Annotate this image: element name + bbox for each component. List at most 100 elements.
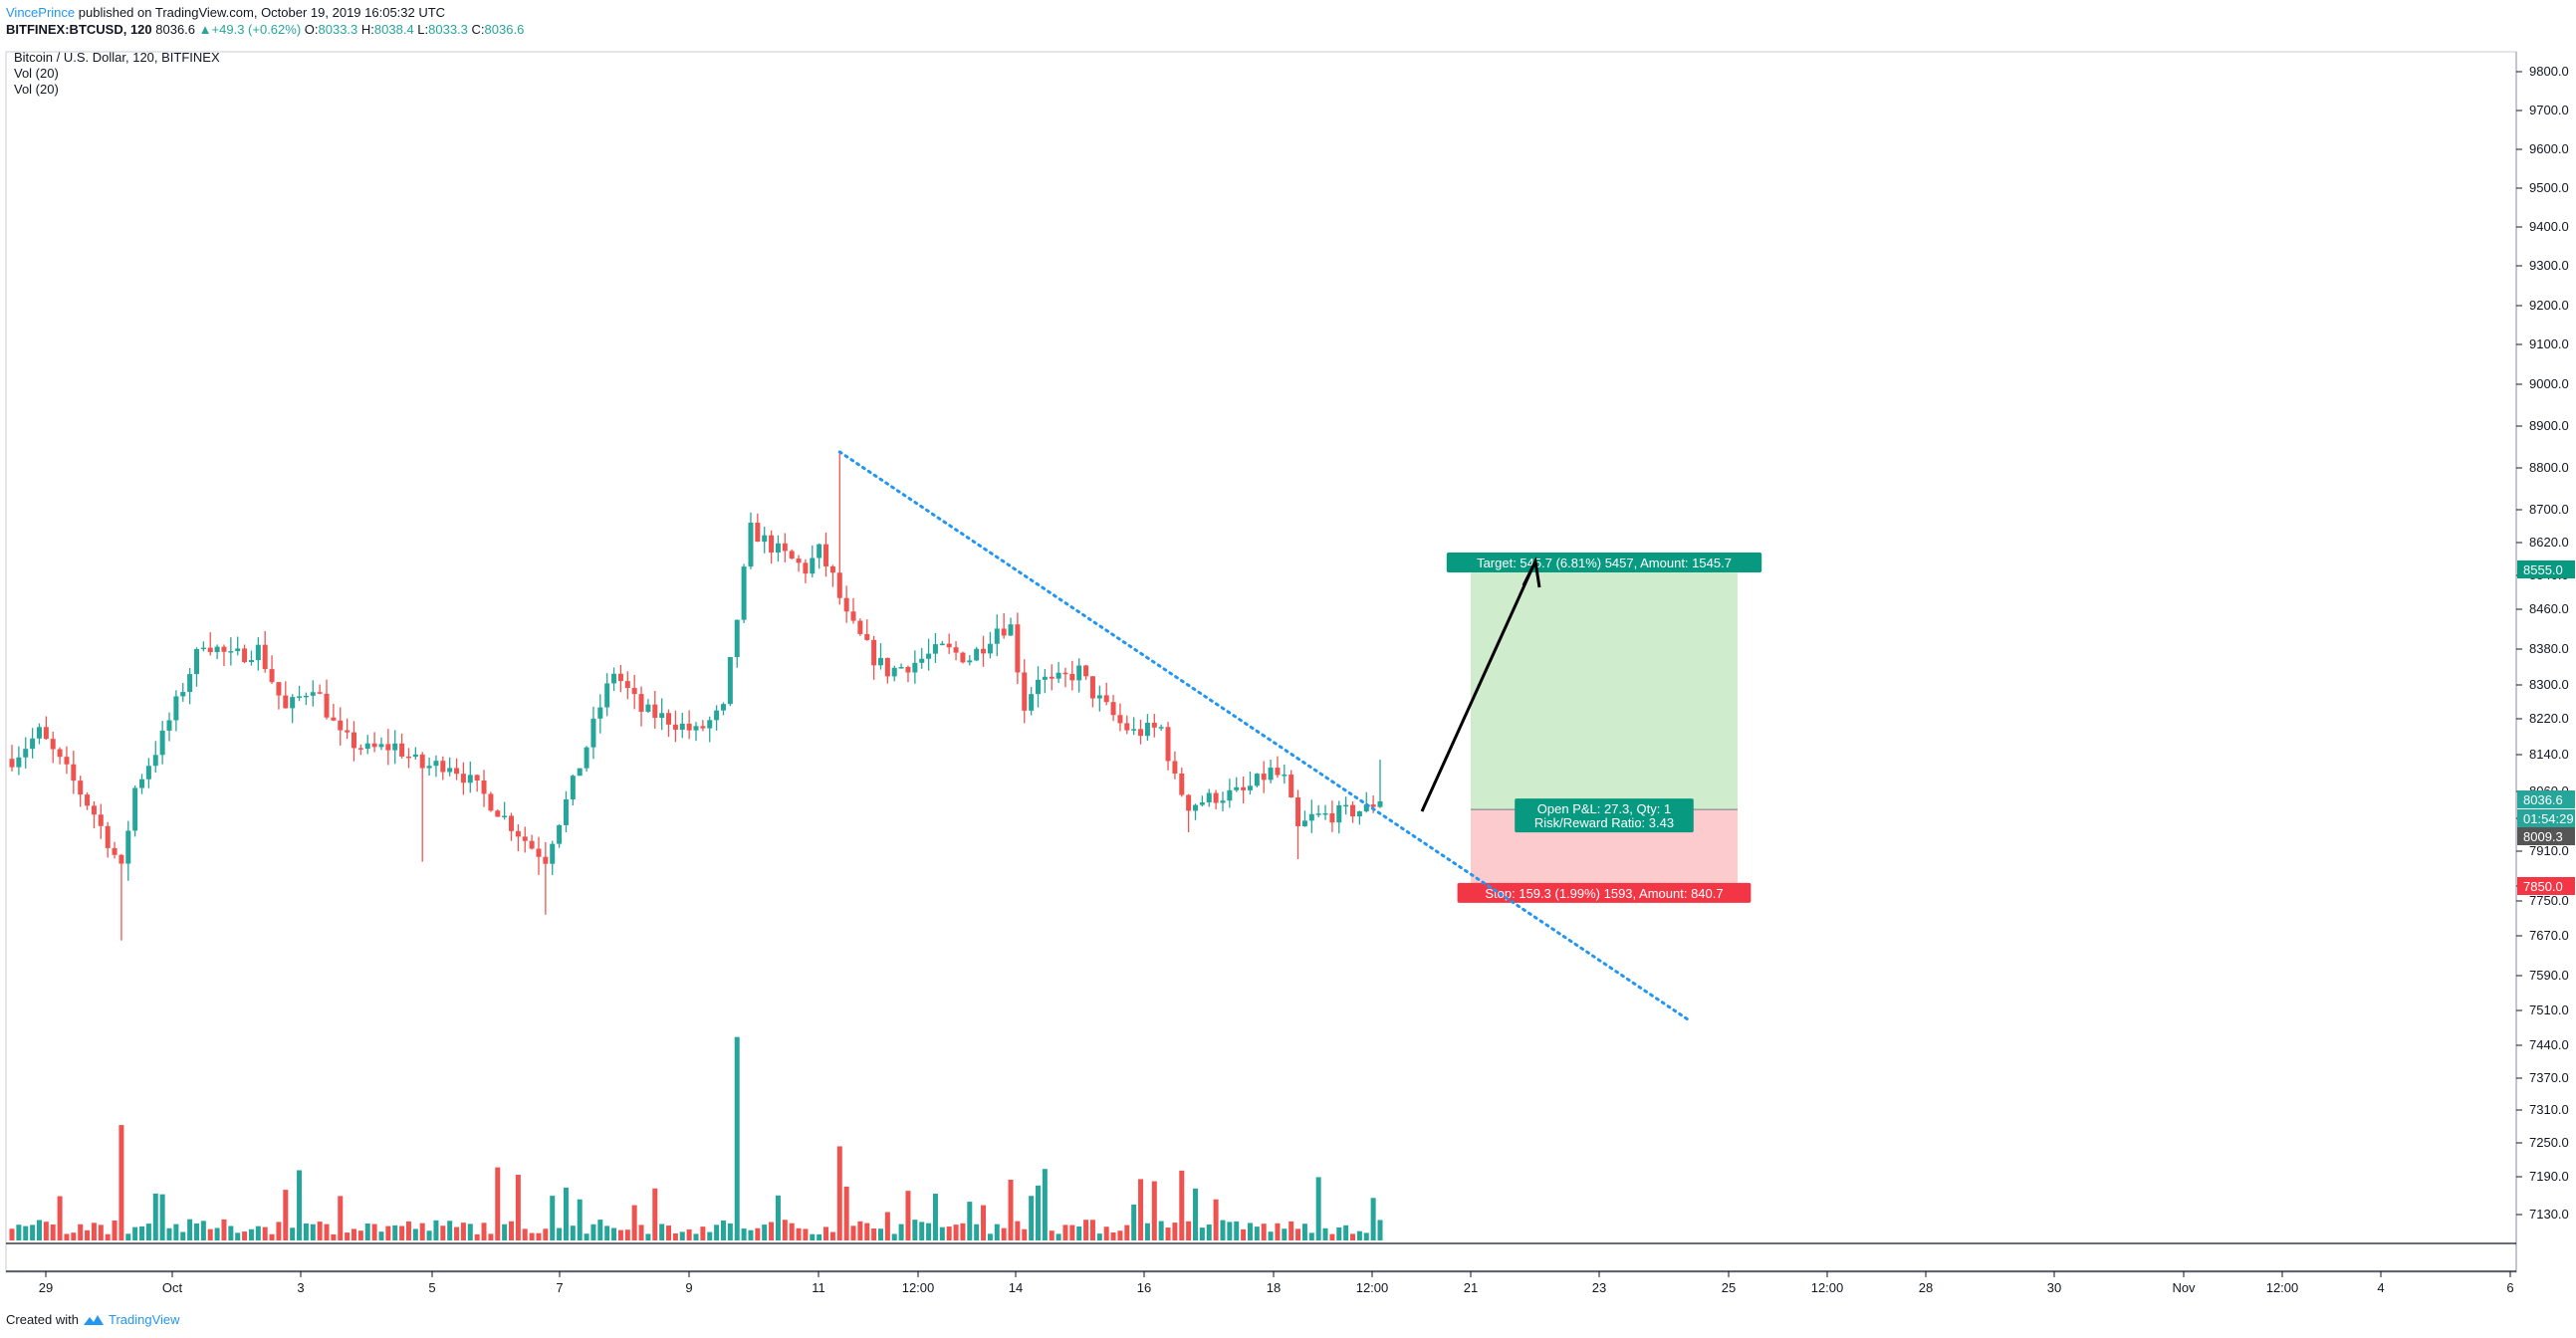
projection-arrow[interactable] xyxy=(1420,564,1535,812)
candle-body xyxy=(317,692,323,694)
time-tick-label: 3 xyxy=(297,1280,304,1295)
volume-bar xyxy=(762,1225,768,1240)
price-tick-label: 8220.0 xyxy=(2529,711,2569,726)
candle-body xyxy=(1227,789,1233,801)
volume-bar xyxy=(405,1221,411,1240)
candle-body xyxy=(919,658,925,663)
candle-body xyxy=(953,647,959,653)
candle-body xyxy=(221,646,227,652)
volume-bar xyxy=(987,1233,993,1240)
volume-bar xyxy=(331,1233,337,1240)
candle-body xyxy=(720,704,726,711)
volume-bar xyxy=(105,1233,111,1240)
volume-bar xyxy=(214,1227,220,1240)
candle-body xyxy=(276,682,282,696)
candle-body xyxy=(597,707,603,719)
price-label-text: 8036.6 xyxy=(2523,792,2563,807)
candle-body xyxy=(509,815,515,831)
candle-body xyxy=(693,726,699,731)
created-with-label: Created with xyxy=(6,1312,79,1327)
volume-bar xyxy=(1186,1221,1192,1240)
price-tick-label: 7590.0 xyxy=(2529,968,2569,983)
candle-body xyxy=(755,522,761,543)
target-zone xyxy=(1471,570,1738,810)
volume-bar xyxy=(1110,1231,1116,1240)
time-axis[interactable]: 29 Oct 3 5 7 9 11 12:00 14 16 18 12:00 21 23 25 12:00 28… xyxy=(39,1271,2514,1295)
price-tick-label: 7510.0 xyxy=(2529,1003,2569,1017)
volume-bar xyxy=(255,1226,261,1240)
volume-bar xyxy=(550,1196,556,1240)
price-tick-label: 7250.0 xyxy=(2529,1135,2569,1150)
volume-bar xyxy=(672,1232,678,1240)
candle-body xyxy=(577,768,583,777)
volume-bar xyxy=(112,1221,117,1240)
candle-body xyxy=(331,717,337,721)
candle-body xyxy=(912,662,918,673)
candle-body xyxy=(193,648,199,675)
long-position-tool[interactable]: Target: 545.7 (6.81%) 5457, Amount: 1545… xyxy=(1420,552,1762,903)
candle-body xyxy=(166,720,172,731)
volume-bar xyxy=(488,1233,494,1240)
candle-body xyxy=(1288,775,1294,797)
volume-bar xyxy=(1308,1232,1314,1240)
volume-bar xyxy=(1356,1230,1362,1240)
volume-bar xyxy=(1322,1227,1328,1240)
volume-bar xyxy=(974,1224,980,1240)
time-tick-label: 9 xyxy=(685,1280,692,1295)
candle-body xyxy=(1172,761,1178,774)
volume-bar xyxy=(631,1205,637,1240)
legend-volume-2: Vol (20) xyxy=(14,82,59,97)
volume-bar xyxy=(43,1222,49,1240)
candle-body xyxy=(488,793,494,811)
candle-body xyxy=(385,744,391,751)
candle-body xyxy=(16,757,22,768)
time-tick-label: 4 xyxy=(2377,1280,2384,1295)
candle-body xyxy=(810,558,816,574)
candle-body xyxy=(1001,628,1007,636)
volume-bar xyxy=(1363,1232,1369,1240)
volume-bar xyxy=(371,1224,377,1240)
candle-body xyxy=(1015,624,1021,673)
volume-bar xyxy=(536,1232,542,1240)
candle-body xyxy=(351,732,356,749)
candle-body xyxy=(1008,624,1014,636)
candle-body xyxy=(1096,695,1102,699)
volume-bar xyxy=(1062,1225,1068,1240)
candle-body xyxy=(584,747,589,769)
volume-bar xyxy=(891,1233,897,1240)
trendline[interactable] xyxy=(837,450,1690,1021)
price-label-text: 01:54:29 xyxy=(2523,811,2574,826)
time-tick-label: 5 xyxy=(428,1280,435,1295)
candle-body xyxy=(994,628,1000,644)
trendline-dotted[interactable] xyxy=(837,450,1690,1021)
price-tick-label: 8700.0 xyxy=(2529,502,2569,517)
candle-body xyxy=(145,766,151,780)
tradingview-brand[interactable]: TradingView xyxy=(108,1312,180,1327)
volume-bar xyxy=(775,1195,781,1240)
time-tick-label: 23 xyxy=(1592,1280,1606,1295)
price-tick-label: 9600.0 xyxy=(2529,141,2569,156)
volume-bar xyxy=(905,1191,911,1240)
volume-bar xyxy=(604,1226,610,1240)
candle-body xyxy=(884,657,890,677)
arrow-head-icon xyxy=(1522,557,1541,588)
legend: Bitcoin / U.S. Dollar, 120, BITFINEX Vol… xyxy=(14,50,220,98)
candle-body xyxy=(248,660,254,663)
candle-body xyxy=(303,695,309,698)
author-link[interactable]: VincePrince xyxy=(6,5,76,20)
volume-bar xyxy=(829,1231,835,1240)
volume-bar xyxy=(364,1223,370,1240)
candle-body xyxy=(1336,805,1342,823)
volume-bar xyxy=(515,1175,521,1240)
volume-bar xyxy=(727,1223,733,1240)
candle-body xyxy=(1193,804,1199,811)
volume-bar xyxy=(71,1232,77,1240)
candle-body xyxy=(1329,812,1335,823)
publish-line: VincePrince published on TradingView.com… xyxy=(6,4,524,21)
price-axis[interactable]: 9800.0 9700.0 9600.0 9500.0 9400.0 9300.0 9200… xyxy=(2516,64,2575,1222)
candle-body xyxy=(71,764,77,781)
candle-body xyxy=(180,692,186,697)
chart-header: VincePrince published on TradingView.com… xyxy=(6,4,524,38)
candle-body xyxy=(50,739,56,750)
